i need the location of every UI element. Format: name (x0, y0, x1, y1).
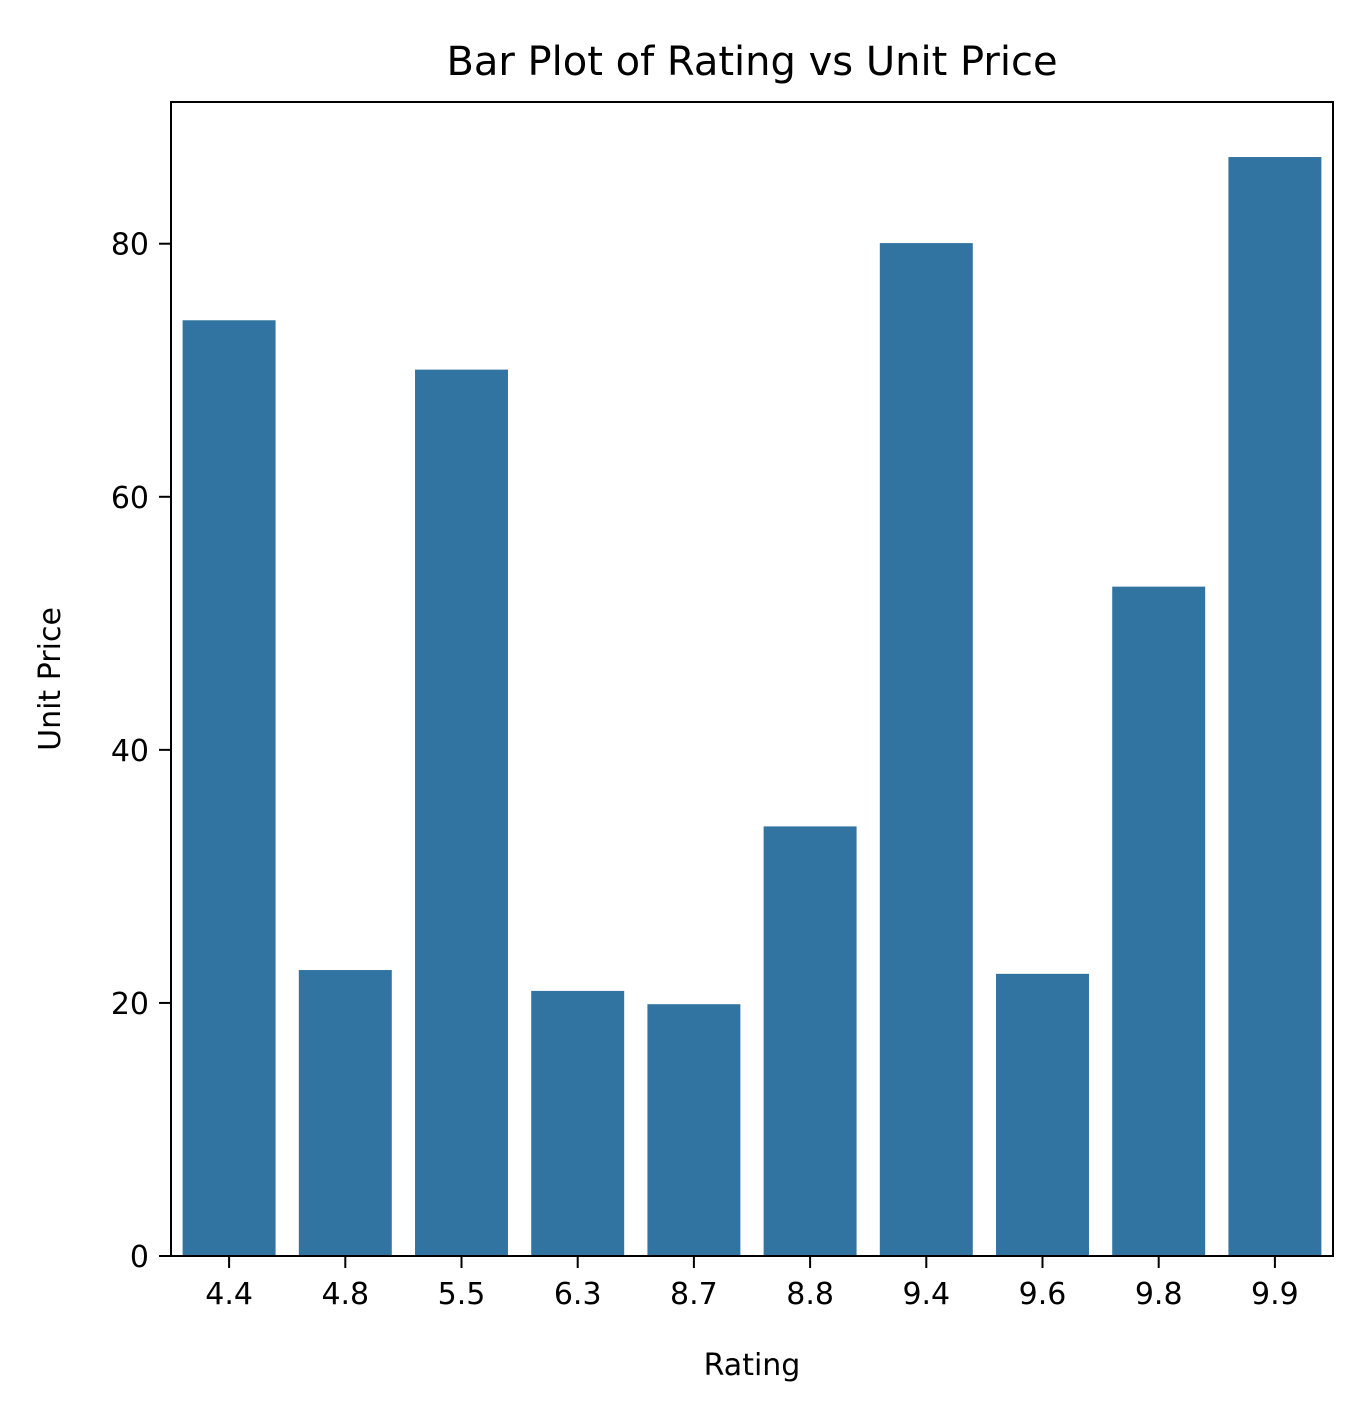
x-tick-label: 5.5 (438, 1277, 486, 1312)
bar-4-4 (182, 320, 276, 1256)
x-tick-label: 8.7 (670, 1277, 718, 1312)
x-tick-label: 4.4 (205, 1277, 253, 1312)
y-tick-label: 40 (111, 734, 149, 769)
bar-4-8 (298, 970, 392, 1256)
chart-title: Bar Plot of Rating vs Unit Price (446, 39, 1057, 85)
y-tick-label: 60 (111, 481, 149, 516)
y-axis-label: Unit Price (33, 607, 68, 751)
bar-9-4 (879, 243, 973, 1257)
bars-group (182, 157, 1322, 1257)
y-tick-label: 20 (111, 987, 149, 1022)
bar-9-9 (1228, 157, 1322, 1256)
bar-8-8 (763, 826, 857, 1256)
bar-8-7 (647, 1004, 741, 1256)
bar-9-8 (1112, 586, 1206, 1256)
bar-5-5 (415, 369, 508, 1256)
y-axis: 0 20 40 60 80 (111, 228, 171, 1275)
x-tick-label: 8.8 (786, 1277, 834, 1312)
x-axis: 4.4 4.8 5.5 6.3 8.7 8.8 9.4 9.6 9.8 9.9 (205, 1256, 1299, 1312)
bar-9-6 (996, 973, 1089, 1256)
bar-6-3 (531, 990, 625, 1256)
x-axis-label: Rating (704, 1348, 801, 1383)
x-tick-label: 6.3 (554, 1277, 602, 1312)
x-tick-label: 9.9 (1251, 1277, 1299, 1312)
plot-frame (170, 101, 1334, 1257)
x-tick-label: 4.8 (321, 1277, 369, 1312)
x-tick-label: 9.4 (902, 1277, 950, 1312)
x-tick-label: 9.8 (1135, 1277, 1183, 1312)
y-tick-label: 0 (130, 1240, 149, 1275)
y-tick-label: 80 (111, 228, 149, 263)
x-tick-label: 9.6 (1019, 1277, 1067, 1312)
